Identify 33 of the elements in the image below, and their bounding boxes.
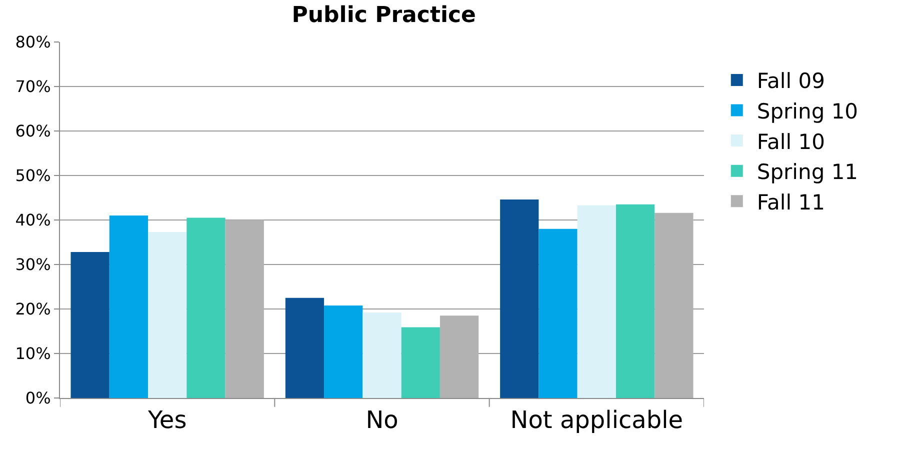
y-tick-label: 10% bbox=[15, 344, 51, 364]
y-tick-label: 80% bbox=[15, 32, 51, 52]
legend-label: Spring 10 bbox=[756, 99, 858, 124]
legend-label: Fall 11 bbox=[756, 190, 825, 214]
bar bbox=[109, 216, 148, 398]
bar bbox=[225, 220, 264, 398]
bar bbox=[148, 232, 187, 398]
x-tick-label: Not applicable bbox=[510, 406, 684, 434]
chart-title: Public Practice bbox=[292, 3, 476, 28]
bar bbox=[440, 316, 479, 398]
x-tick-label: Yes bbox=[146, 406, 187, 434]
y-tick-label: 60% bbox=[15, 122, 51, 141]
bar bbox=[324, 305, 363, 398]
legend-label: Spring 11 bbox=[756, 160, 858, 184]
legend-label: Fall 09 bbox=[756, 69, 825, 94]
y-tick-label: 70% bbox=[15, 77, 51, 96]
y-tick-label: 40% bbox=[15, 210, 51, 230]
bar bbox=[577, 205, 616, 398]
bar bbox=[186, 218, 226, 398]
bar bbox=[70, 252, 110, 398]
y-tick-label: 0% bbox=[25, 388, 51, 408]
bar bbox=[654, 212, 694, 398]
legend-label: Fall 10 bbox=[756, 130, 825, 154]
y-tick-label: 50% bbox=[15, 166, 51, 186]
y-tick-label: 20% bbox=[15, 300, 51, 319]
bar bbox=[616, 204, 655, 398]
bar bbox=[362, 312, 402, 398]
bar bbox=[500, 200, 539, 398]
x-tick-label: No bbox=[366, 406, 398, 434]
bar bbox=[285, 298, 324, 398]
bar bbox=[401, 327, 440, 398]
y-tick-label: 30% bbox=[15, 255, 51, 274]
bar bbox=[538, 228, 578, 398]
